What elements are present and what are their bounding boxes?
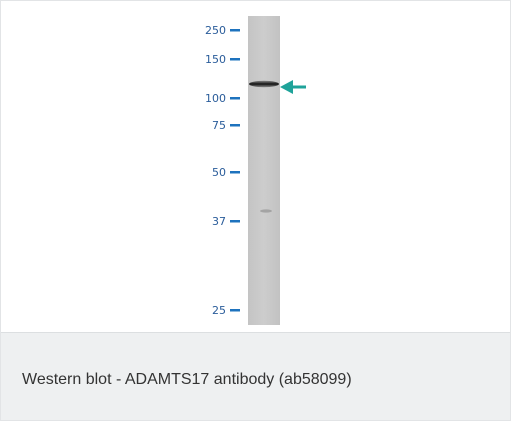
marker-tick-150	[230, 58, 240, 61]
marker-label-100: 100	[205, 92, 226, 105]
protein-band-main	[249, 80, 279, 88]
marker-label-75: 75	[212, 119, 226, 132]
marker-label-50: 50	[212, 166, 226, 179]
western-blot-image: 250 150 100 75 50 37 25	[205, 16, 306, 325]
marker-label-150: 150	[205, 53, 226, 66]
marker-ticks	[230, 29, 240, 312]
marker-tick-25	[230, 309, 240, 312]
protein-band-faint	[260, 209, 272, 213]
gel-lane	[248, 16, 280, 325]
left-arrow-icon	[280, 80, 306, 94]
figure-caption: Western blot - ADAMTS17 antibody (ab5809…	[22, 371, 352, 388]
marker-tick-75	[230, 124, 240, 127]
marker-tick-37	[230, 220, 240, 223]
marker-label-250: 250	[205, 24, 226, 37]
marker-label-25: 25	[212, 304, 226, 317]
marker-label-37: 37	[212, 215, 226, 228]
marker-tick-50	[230, 171, 240, 174]
marker-tick-250	[230, 29, 240, 32]
marker-tick-100	[230, 97, 240, 100]
western-blot-figure: 250 150 100 75 50 37 25	[1, 1, 510, 333]
caption-bar: Western blot - ADAMTS17 antibody (ab5809…	[1, 333, 510, 420]
